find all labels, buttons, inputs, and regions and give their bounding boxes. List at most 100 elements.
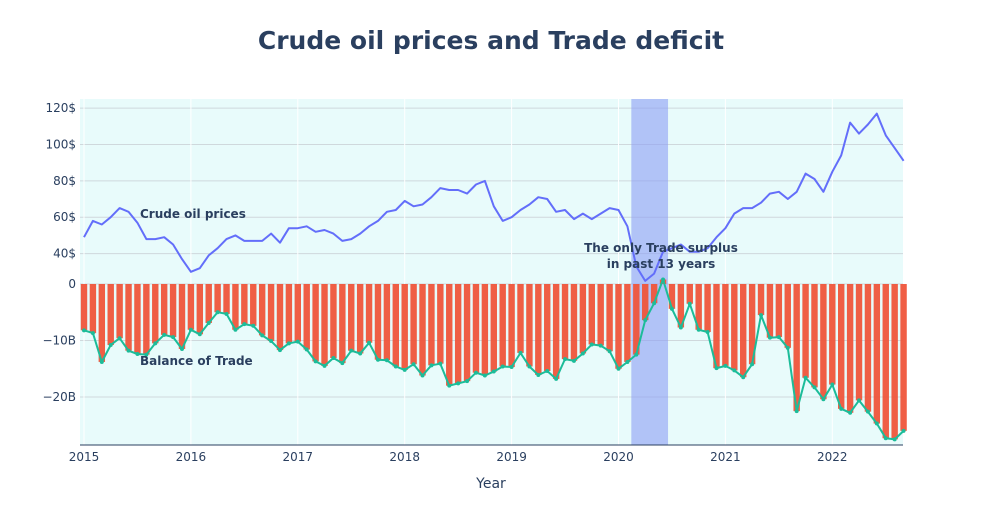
trade-bar [98,284,106,362]
chart-title: Crude oil prices and Trade deficit [258,26,724,55]
trade-balance-point [892,437,897,442]
trade-balance-point [705,330,710,335]
trade-bar [570,284,578,361]
trade-balance-point [687,301,692,306]
trade-bar [481,284,489,376]
trade-balance-point [812,385,817,390]
trade-balance-point [242,322,247,327]
trade-bar [864,284,872,412]
trade-balance-point [171,335,176,340]
trade-bar [642,284,649,321]
trade-balance-point [554,376,559,381]
trade-bar [757,284,765,316]
trade-bar [748,284,756,365]
trade-bar [107,284,114,346]
trade-bar [339,284,346,364]
trade-balance-point [616,366,621,371]
trade-balance-point [188,327,193,332]
trade-bar [437,284,444,364]
series-lines [82,112,906,442]
trade-bar [365,284,373,343]
trade-bar [241,284,248,325]
trade-balance-point [340,361,345,366]
trade-bar [223,284,230,314]
trade-balance-point [295,339,300,344]
trade-balance-point [491,369,496,374]
trade-balance-point [509,365,514,370]
trade-balance-point [286,341,291,346]
trade-bar [285,284,293,344]
trade-bar [624,284,631,362]
trade-balance-point [750,362,755,367]
trade-balance-point [429,363,434,368]
trade-balance-point [206,320,211,325]
trade-balance-point [563,357,568,362]
trade-balance-point [652,301,657,306]
trade-bar [294,284,302,342]
trade-bar [704,284,711,333]
trade-balance-point [661,277,666,282]
trade-balance-point [865,409,870,414]
trade-balance-point [197,332,202,337]
trade-balance-point [269,339,274,344]
trade-balance-point [438,361,443,366]
trade-bar [89,284,97,334]
trade-balance-point [135,352,140,357]
plot-background [80,99,903,445]
trade-balance-point [402,367,407,372]
trade-balance-point [678,325,683,330]
trade-bar [348,284,355,351]
trade-balance-point [90,331,95,336]
annotation-surplus-line1: The only Trade surplus [584,241,738,255]
trade-balance-point [634,352,639,357]
annotation-balance: Balance of Trade [140,354,253,368]
trade-balance-point [857,398,862,403]
trade-bar [80,284,88,331]
trade-bar [579,284,587,354]
trade-bar [143,284,150,355]
trade-balance-point [304,347,309,352]
trade-balance-point [456,381,461,386]
trade-bar [775,284,783,338]
trade-bar [535,284,542,375]
trade-balance-point [153,341,158,346]
trade-bar [544,284,551,371]
trade-balance-point [714,366,719,371]
trade-bar [793,284,800,412]
annotation-oil: Crude oil prices [140,207,246,221]
trade-bar [829,284,836,385]
trade-balance-point [536,372,541,377]
trade-balance-point [545,368,550,373]
x-tick-label: 2018 [389,450,420,464]
trade-balance-point [527,364,532,369]
trade-bar [882,284,889,439]
trade-bar [134,284,141,355]
trade-bar [499,284,506,367]
trade-balance-point [99,359,104,364]
trade-balance-point [776,335,781,340]
trade-bar [838,284,845,409]
trade-bar [116,284,123,339]
trade-balance-point [224,311,229,316]
x-tick-label: 2022 [817,450,848,464]
trade-bar [187,284,195,330]
trade-bar [214,284,221,313]
trade-bar [232,284,239,330]
y-tick-label-top: 40$ [53,247,76,261]
trade-balance-point [767,335,772,340]
trade-balance-point [126,348,131,353]
trade-bar [731,284,738,371]
trade-bar [258,284,266,336]
trade-bar [312,284,319,362]
y-tick-label-top: 80$ [53,174,76,188]
trade-bar [677,284,685,328]
trade-bar [615,284,622,369]
trade-balance-point [874,421,879,426]
x-tick-label: 2019 [496,450,527,464]
trade-balance-point [162,332,167,337]
trade-bar [267,284,275,342]
trade-bar [588,284,595,345]
trade-bar [606,284,613,352]
trade-balance-point [117,336,122,341]
trade-bar [169,284,177,338]
